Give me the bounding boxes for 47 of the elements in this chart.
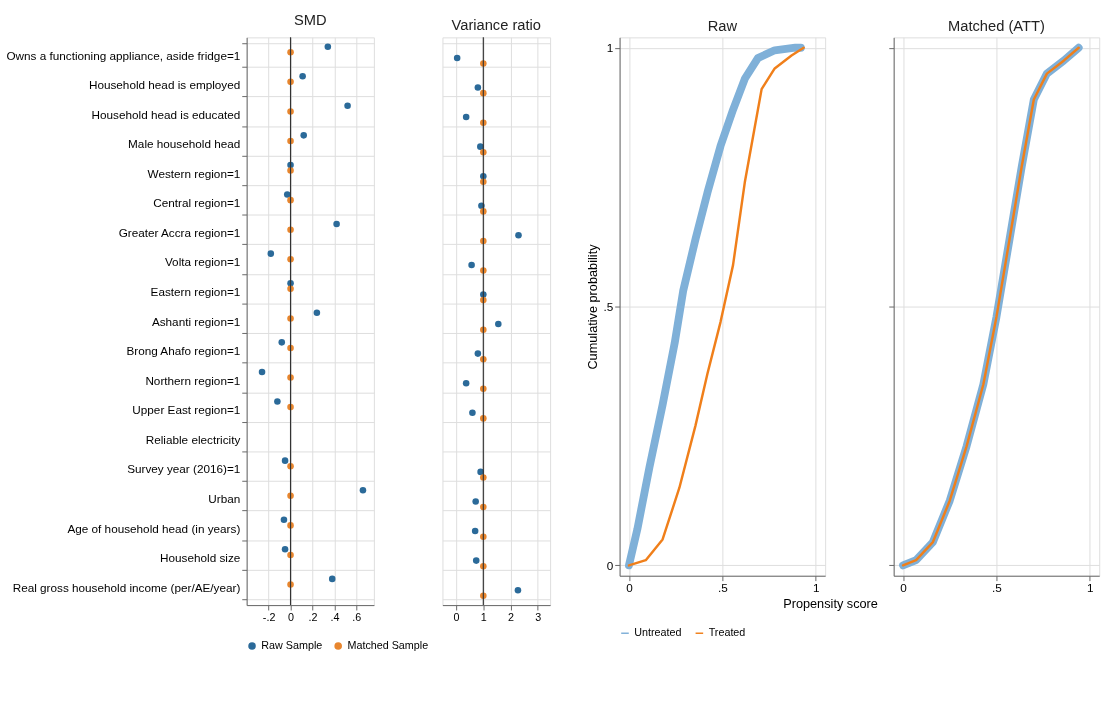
x-tick-label: 1 (813, 580, 820, 594)
x-tick-label: .4 (330, 611, 340, 624)
y-tick-label: Urban (208, 492, 241, 506)
x-tick-label: .2 (308, 611, 318, 624)
x-tick-label: 0 (900, 580, 908, 594)
x-tick-label: 1 (1087, 580, 1094, 594)
y-tick-label: Male household head (128, 137, 241, 151)
y-tick-label: Owns a functioning appliance, aside fridge=1 (6, 48, 241, 62)
chart-title: Variance ratio (451, 16, 541, 33)
y-tick-label: Volta region=1 (164, 255, 241, 269)
y-tick-label: Household head is employed (88, 78, 241, 92)
x-tick-label: 0 (453, 611, 460, 624)
x-tick-label: 0 (288, 611, 295, 624)
chart-title: Raw (707, 17, 738, 34)
x-tick-label: 2 (508, 611, 515, 624)
x-tick-label: -.2 (262, 611, 276, 624)
chart-title: SMD (293, 11, 327, 28)
x-axis-title: Propensity score (783, 595, 878, 611)
x-tick-label: 0 (626, 580, 634, 594)
y-tick-label: Ashanti region=1 (151, 314, 241, 328)
y-tick-label: Northern region=1 (145, 373, 241, 387)
legend-label: Treated (708, 626, 746, 639)
x-tick-label: .5 (992, 580, 1003, 594)
y-tick-label: .5 (603, 299, 614, 313)
y-axis-title: Cumulative probability (584, 243, 600, 370)
legend-label: Untreated (634, 626, 682, 639)
y-tick-label: Greater Accra region=1 (118, 225, 241, 239)
chart-title: Matched (ATT) (948, 17, 1045, 34)
y-tick-label: Western region=1 (147, 166, 241, 180)
y-tick-label: Brong Ahafo region=1 (126, 344, 241, 358)
y-tick-label: Upper East region=1 (132, 403, 241, 417)
x-tick-label: 3 (535, 611, 542, 624)
y-tick-label: Household head is educated (91, 107, 241, 121)
y-tick-label: Age of household head (in years) (67, 521, 241, 535)
y-tick-label: Household size (160, 551, 241, 565)
y-tick-label: Central region=1 (153, 196, 241, 210)
x-tick-label: 1 (480, 611, 487, 624)
legend-label: Raw Sample (261, 638, 323, 651)
y-tick-label: Real gross household income (per/AE/year) (12, 580, 241, 594)
x-tick-label: .5 (717, 580, 729, 594)
x-tick-label: .6 (352, 611, 362, 624)
y-tick-label: 0 (606, 558, 614, 572)
y-tick-label: Survey year (2016)=1 (127, 462, 241, 476)
legend-label: Matched Sample (347, 638, 429, 651)
y-tick-label: Eastern region=1 (150, 285, 241, 299)
y-tick-label: 1 (606, 41, 614, 55)
y-tick-label: Reliable electricity (145, 432, 241, 446)
